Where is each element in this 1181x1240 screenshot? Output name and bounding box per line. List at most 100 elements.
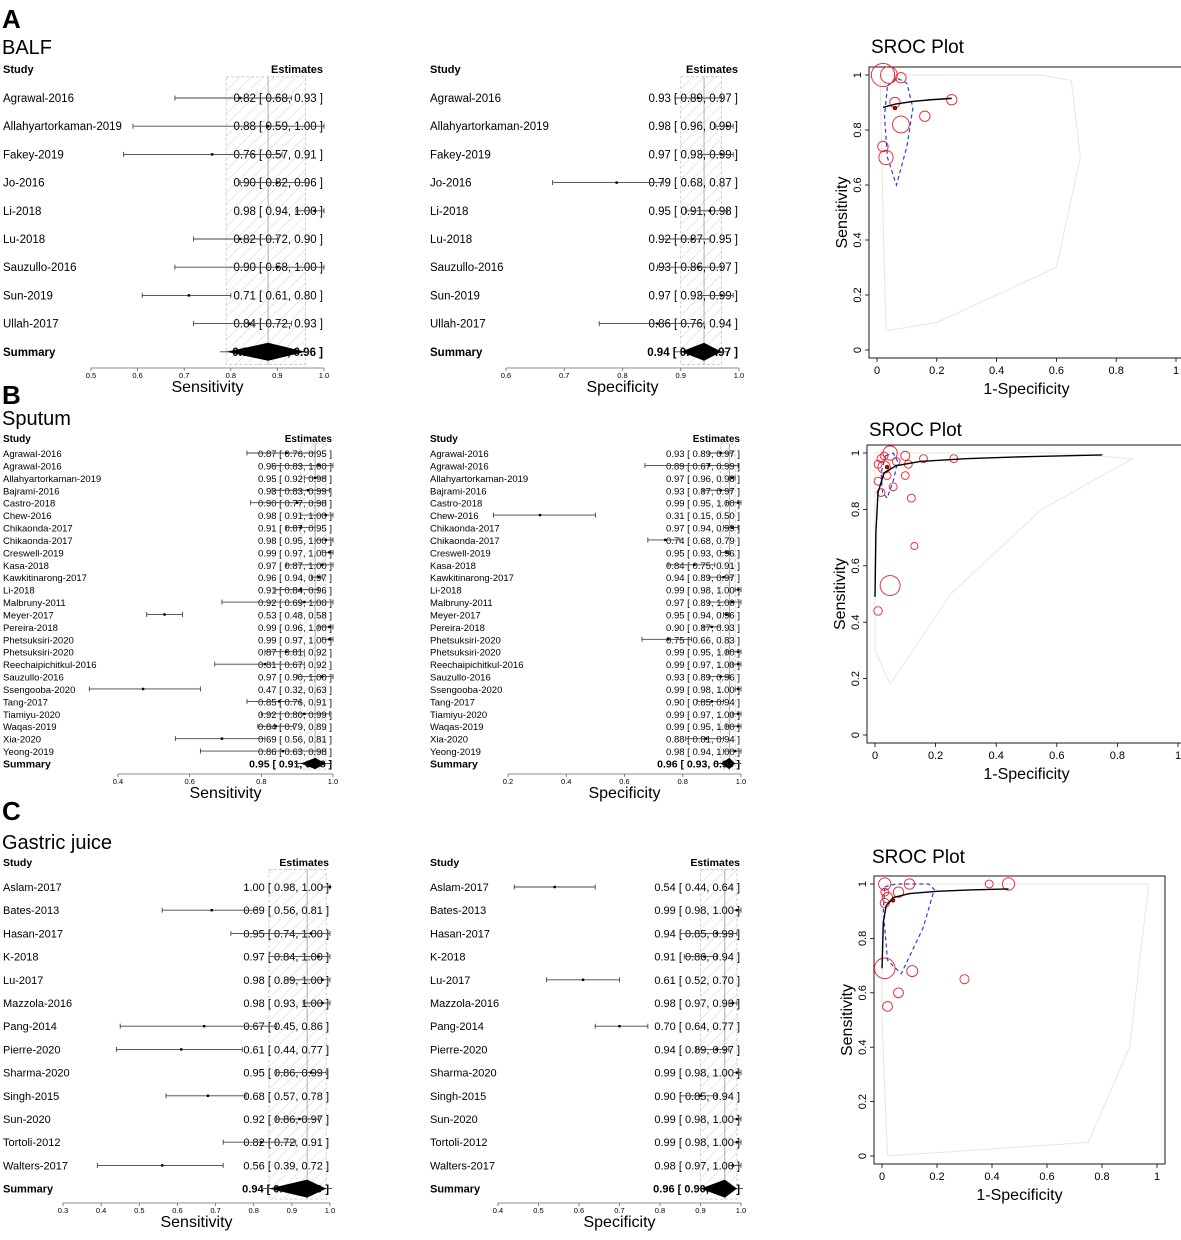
prediction-region [881,883,1150,1157]
summary-diamond [720,757,736,770]
x-tick-label: 1.0 [736,777,746,786]
x-tick-label: 0.8 [1109,365,1124,377]
study-name: Sauzullo-2016 [430,673,491,684]
study-name: Sharma-2020 [430,1068,497,1080]
study-point [295,501,299,504]
sensitivity-axis-label: Sensitivity [189,785,261,802]
study-point [656,322,659,325]
study-name: Aslam-2017 [430,882,489,894]
study-name: Castro-2018 [430,499,482,510]
summary-label: Summary [3,1184,54,1196]
x-tick-label: 0.8 [1094,1171,1109,1183]
study-estimate-label: 0.99 [ 0.97, 1.00 ] [258,548,332,559]
study-name: Bajrami-2016 [430,486,487,497]
study-point [731,600,734,604]
study-point [303,712,306,716]
sroc-frame [873,875,1166,1165]
study-name: Chikaonda-2017 [430,524,500,535]
panel-letter-B: B [2,380,21,410]
study-name: Kawkitinarong-2017 [3,573,87,584]
study-point [736,687,740,691]
study-name: Reechaipichitkul-2016 [3,660,96,671]
y-tick-label: 0.8 [852,122,864,137]
study-name: Tang-2017 [3,697,48,708]
estimates-column-header: Estimates [285,434,333,445]
study-estimate-label: 0.69 [ 0.56, 0.81 ] [243,905,329,917]
specificity-axis-label: Specificity [586,379,658,396]
study-name: Castro-2018 [3,499,55,510]
study-estimate-label: 0.96 [ 0.94, 0.97 ] [258,573,332,584]
study-estimate-label: 0.90 [ 0.77, 0.98 ] [258,499,332,510]
x-tick-label: 0.2 [503,777,513,786]
study-point [285,451,288,455]
sroc-curve [874,454,1103,597]
study-name: Ssengooba-2020 [3,685,75,696]
study-estimate-label: 0.99 [ 0.96, 1.00 ] [258,623,332,634]
sroc-title: SROC Plot [872,847,966,868]
study-point [873,606,883,616]
study-estimate-label: 0.67 [ 0.45, 0.86 ] [243,1021,329,1033]
study-point [736,588,740,591]
study-point [715,1048,718,1051]
study-name: Phetsuksiri-2020 [430,648,501,659]
study-estimate-label: 0.94 [ 0.89, 0.97 ] [666,573,740,584]
summary-diamond [268,1179,327,1198]
study-point [873,957,896,980]
study-name: Sun-2019 [430,290,480,302]
study-estimate-label: 0.54 [ 0.44, 0.64 ] [654,882,740,894]
y-tick-label: 0.2 [852,287,864,302]
specificity-pooled-ci-band-C [700,869,738,1200]
study-estimate-label: 0.98 [ 0.93, 1.00 ] [243,998,329,1010]
study-name: Xia-2020 [430,735,468,746]
x-tick-label: 0.9 [695,1206,705,1215]
study-name: Aslam-2017 [3,882,62,894]
study-column-header: Study [430,434,458,445]
y-tick-label: 0.8 [857,931,869,946]
study-estimate-label: 0.97 [ 0.96, 0.98 ] [666,474,740,485]
study-name: Singh-2015 [430,1091,486,1103]
study-point [903,878,916,890]
study-point [691,237,694,241]
sroc-frame [866,444,1181,744]
study-estimate-label: 0.96 [ 0.83, 1.00 ] [258,461,332,472]
y-tick-label: 0.8 [850,502,862,517]
y-tick-label: 0.4 [850,615,862,630]
study-estimate-label: 0.56 [ 0.39, 0.72 ] [243,1160,329,1172]
x-tick-label: 0.4 [493,1206,503,1215]
study-name: Pierre-2020 [3,1044,60,1056]
study-point [906,493,916,503]
x-tick-label: 0.2 [929,1171,944,1183]
study-name: Pang-2014 [430,1021,484,1033]
study-point [693,563,696,566]
study-estimate-label: 0.91 [ 0.84, 0.96 ] [258,586,332,597]
study-point [873,459,883,469]
study-point [210,153,214,156]
study-point [719,675,722,678]
sensitivity-axis-label: Sensitivity [160,1214,232,1231]
x-tick-label: 0.6 [619,777,629,786]
study-point [303,600,306,604]
study-point [615,181,618,184]
panel-specimen-title-A: BALF [2,37,52,59]
study-name: Sun-2019 [3,290,53,302]
summary-point [884,464,890,470]
sroc-x-axis-label: 1-Specificity [976,1187,1062,1204]
panel-specimen-title-C: Gastric juice [2,832,112,854]
study-name: Meyer-2017 [430,610,481,621]
study-point [736,501,740,504]
study-point [321,563,324,566]
study-point [731,1164,735,1167]
study-point [703,955,706,958]
study-estimate-label: 0.84 [ 0.79, 0.89 ] [258,722,332,733]
x-tick-label: 0.6 [172,1206,182,1215]
study-name: Hasan-2017 [430,928,490,940]
study-estimate-label: 0.92 [ 0.86, 0.97 ] [243,1114,329,1126]
study-point [309,1071,313,1074]
x-tick-label: 1 [1154,1171,1160,1183]
x-tick-label: 1.0 [736,1206,746,1215]
study-estimate-label: 0.86 [ 0.76, 0.94 ] [648,319,738,331]
study-point [735,1117,739,1121]
study-estimate-label: 0.98 [ 0.96, 0.99 ] [648,121,738,133]
x-tick-label: 0.8 [248,1206,258,1215]
study-estimate-label: 0.91 [ 0.87, 0.95 ] [258,524,332,535]
